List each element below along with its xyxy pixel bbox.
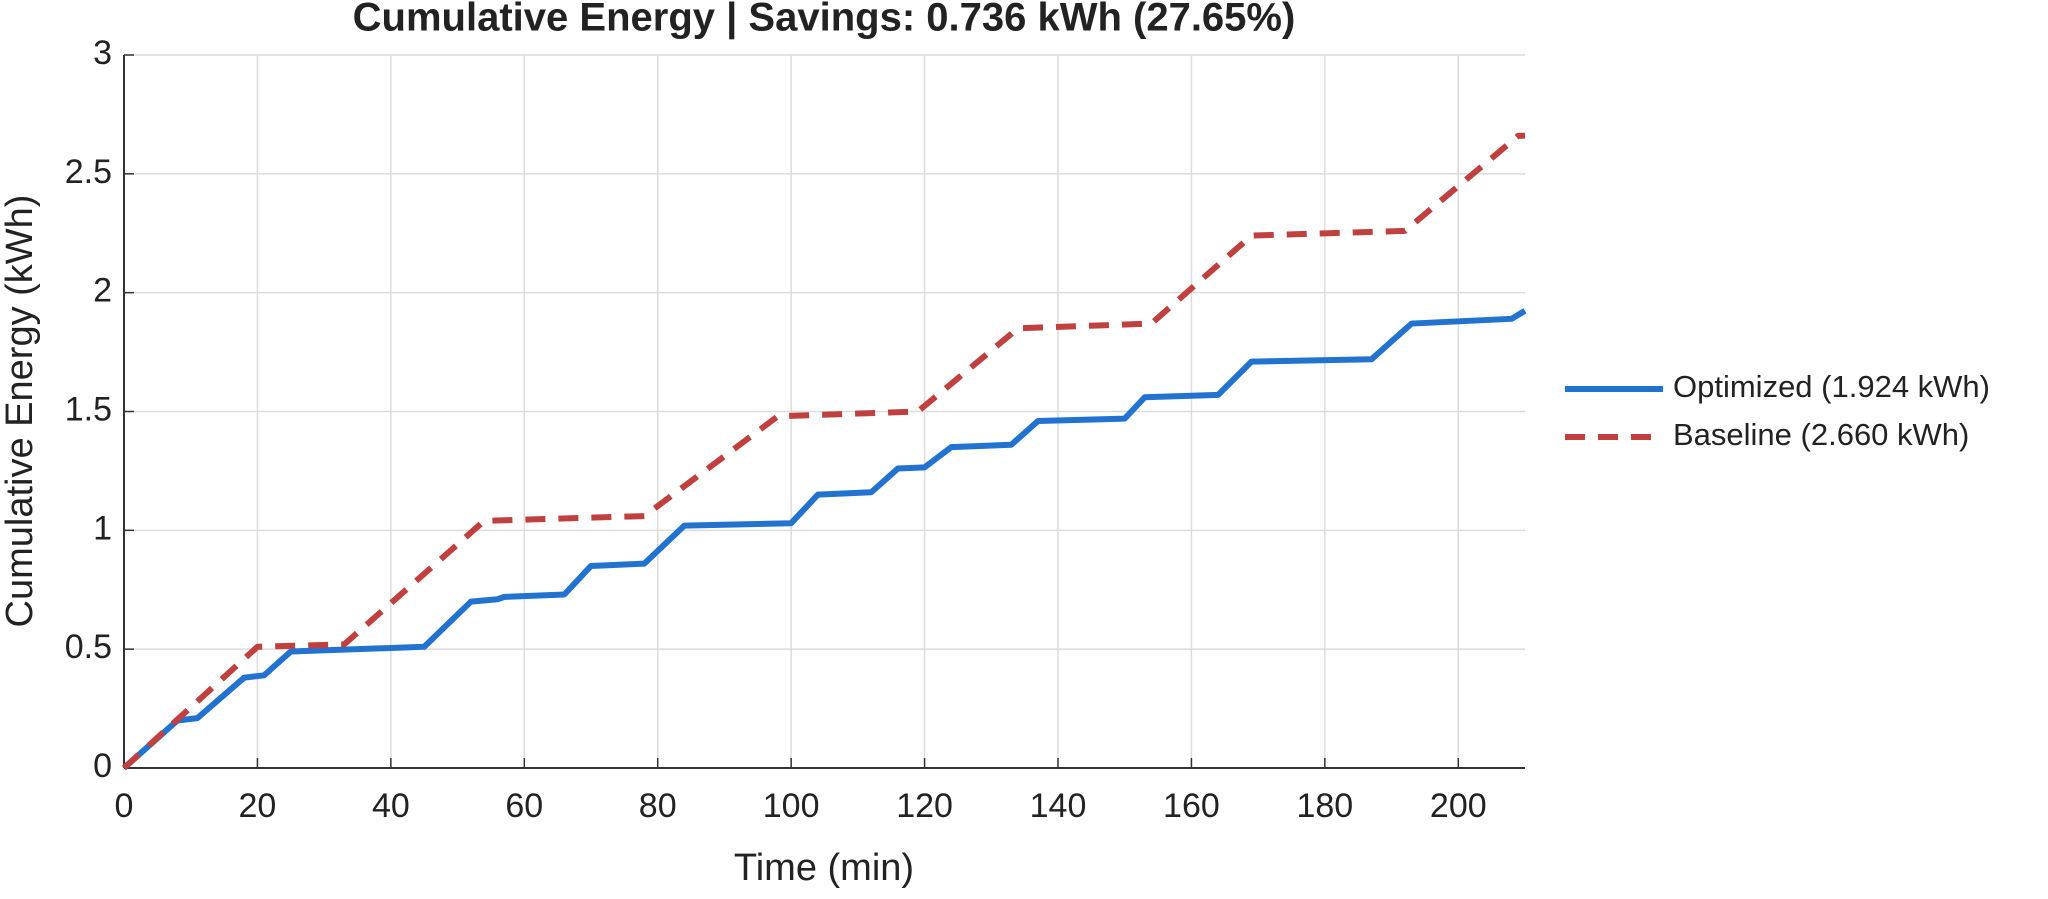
x-tick-label: 40 xyxy=(372,787,410,825)
x-tick-label: 80 xyxy=(639,787,677,825)
x-tick-label: 160 xyxy=(1163,787,1220,825)
y-tick-label: 2 xyxy=(93,272,112,310)
y-tick-label: 3 xyxy=(93,34,112,72)
y-tick-label: 1 xyxy=(93,509,112,547)
x-tick-label: 180 xyxy=(1296,787,1353,825)
legend-label: Optimized (1.924 kWh) xyxy=(1673,369,1990,404)
x-tick-label: 120 xyxy=(896,787,953,825)
data-line xyxy=(121,132,1525,771)
data-line xyxy=(122,308,1527,771)
y-tick-label: 2.5 xyxy=(65,153,112,191)
x-tick-label: 0 xyxy=(115,787,134,825)
x-tick-label: 200 xyxy=(1430,787,1487,825)
y-axis-label: Cumulative Energy (kWh) xyxy=(0,195,41,628)
y-tick-label: 0.5 xyxy=(65,628,112,666)
x-tick-label: 20 xyxy=(239,787,277,825)
x-axis-label: Time (min) xyxy=(734,847,914,889)
legend-label: Baseline (2.660 kWh) xyxy=(1673,417,1969,452)
chart-title: Cumulative Energy | Savings: 0.736 kWh (… xyxy=(353,0,1296,40)
y-tick-label: 0 xyxy=(93,747,112,785)
x-tick-label: 60 xyxy=(505,787,543,825)
x-tick-label: 100 xyxy=(763,787,820,825)
x-tick-label: 140 xyxy=(1030,787,1087,825)
y-tick-label: 1.5 xyxy=(65,390,112,428)
